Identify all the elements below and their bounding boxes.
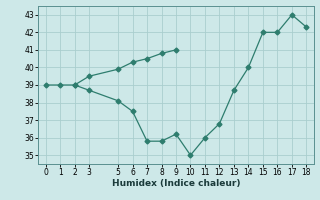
X-axis label: Humidex (Indice chaleur): Humidex (Indice chaleur) — [112, 179, 240, 188]
